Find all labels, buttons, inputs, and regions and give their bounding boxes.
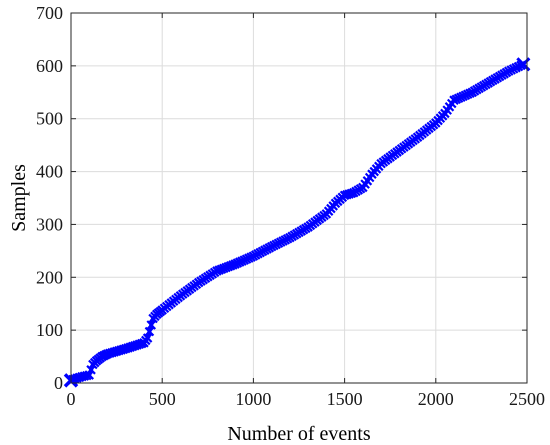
x-tick-label: 1500 (327, 389, 363, 409)
y-tick-label: 700 (36, 3, 63, 23)
x-tick-label: 2500 (509, 389, 545, 409)
y-tick-label: 0 (54, 373, 63, 393)
x-tick-label: 0 (67, 389, 76, 409)
x-marker (144, 326, 155, 337)
y-tick-label: 400 (36, 162, 63, 182)
y-tick-label: 500 (36, 109, 63, 129)
x-tick-label: 500 (149, 389, 176, 409)
x-axis-title: Number of events (227, 423, 371, 445)
x-marker (84, 370, 95, 380)
x-marker (142, 333, 153, 343)
series-0 (63, 57, 531, 388)
y-axis-title: Samples (8, 164, 30, 232)
x-tick-label: 2000 (418, 389, 454, 409)
x-marker (86, 365, 96, 375)
series-layer (63, 57, 531, 388)
y-tick-label: 100 (36, 320, 63, 340)
x-marker (146, 320, 157, 330)
plot-frame (70, 12, 528, 384)
y-tick-label: 600 (36, 56, 63, 76)
y-tick-label: 300 (36, 214, 63, 234)
x-marker (82, 370, 92, 381)
x-tick-label: 1000 (235, 389, 271, 409)
series-markers (63, 57, 531, 388)
y-tick-label: 200 (36, 267, 63, 287)
tick-labels: 0 500 1000 1500 2000 2500 0 100 200 300 400 500 600 7… (36, 3, 545, 409)
